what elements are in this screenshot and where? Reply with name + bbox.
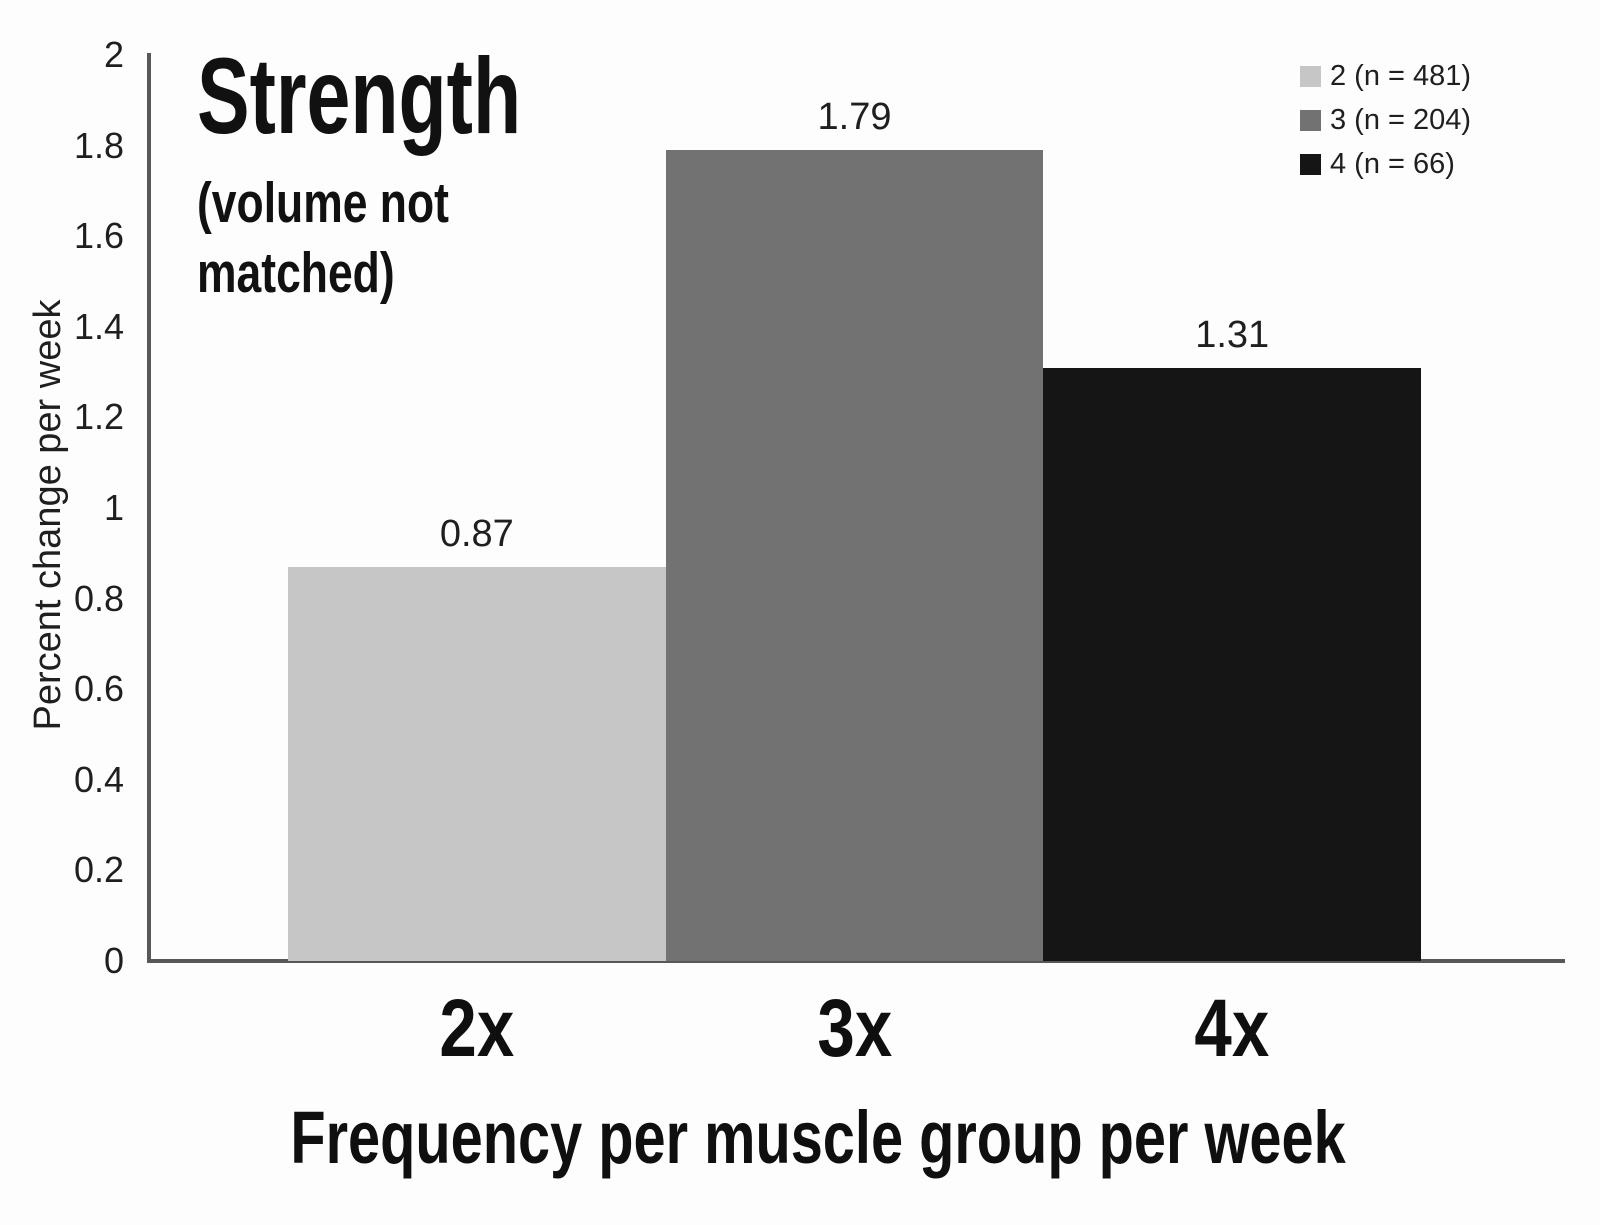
legend-row-2: 2 (n = 481) (1300, 54, 1471, 98)
y-tick-label-0.6: 0.6 (73, 668, 124, 709)
category-label-2x: 2x (439, 983, 515, 1074)
chart-subtitle: (volume not matched) (197, 168, 543, 308)
y-tick-label-2: 2 (103, 34, 124, 75)
bar-value-label-2x: 0.87 (439, 513, 514, 555)
bar-3x (665, 150, 1044, 961)
y-tick-label-0.2: 0.2 (73, 849, 124, 890)
y-tick-label-0.4: 0.4 (73, 759, 124, 800)
chart-subtitle-line-1: (volume not (197, 171, 449, 235)
bar-group-2x: 0.87 (288, 55, 666, 961)
legend: 2 (n = 481) 3 (n = 204) 4 (n = 66) (1300, 54, 1471, 186)
y-axis-title: Percent change per week (27, 299, 69, 731)
y-tick-label-1.4: 1.4 (73, 306, 124, 347)
bar-value-label-4x: 1.31 (1195, 314, 1270, 356)
bar-group-3x: 1.79 (665, 55, 1044, 961)
bar-value-label-3x: 1.79 (817, 96, 892, 138)
legend-label-4: 4 (n = 66) (1330, 147, 1455, 180)
x-axis-title: Frequency per muscle group per week (290, 1096, 1346, 1179)
y-tick-label-0.8: 0.8 (73, 578, 124, 619)
y-tick-label-1: 1 (103, 487, 124, 528)
title-block: Strength (volume not matched) (197, 42, 641, 308)
y-tick-label-1.2: 1.2 (73, 396, 124, 437)
chart-subtitle-line-2: matched) (197, 241, 395, 305)
y-tick-label-1.8: 1.8 (73, 125, 124, 166)
legend-row-4: 4 (n = 66) (1300, 142, 1471, 186)
legend-swatch-2-icon (1300, 65, 1321, 87)
category-label-3x: 3x (817, 983, 892, 1074)
chart-title: Strength (197, 35, 522, 156)
bar-2x (288, 567, 666, 961)
legend-label-2: 2 (n = 481) (1330, 59, 1472, 92)
y-axis-line (147, 53, 151, 963)
bar-group-4x: 1.31 (1043, 55, 1422, 961)
bar-4x (1043, 368, 1422, 961)
legend-swatch-3-icon (1300, 109, 1321, 131)
y-tick-label-0: 0 (103, 940, 124, 981)
y-tick-label-1.6: 1.6 (73, 215, 124, 256)
x-axis-category-labels: 2x 3x 4x (288, 988, 1421, 1070)
legend-row-3: 3 (n = 204) (1300, 98, 1471, 142)
plot-area: 0.87 1.79 1.31 (288, 55, 1422, 961)
legend-swatch-4-icon (1300, 153, 1321, 175)
category-label-4x: 4x (1194, 983, 1270, 1074)
legend-label-3: 3 (n = 204) (1330, 103, 1472, 136)
x-axis-line (147, 959, 1565, 963)
